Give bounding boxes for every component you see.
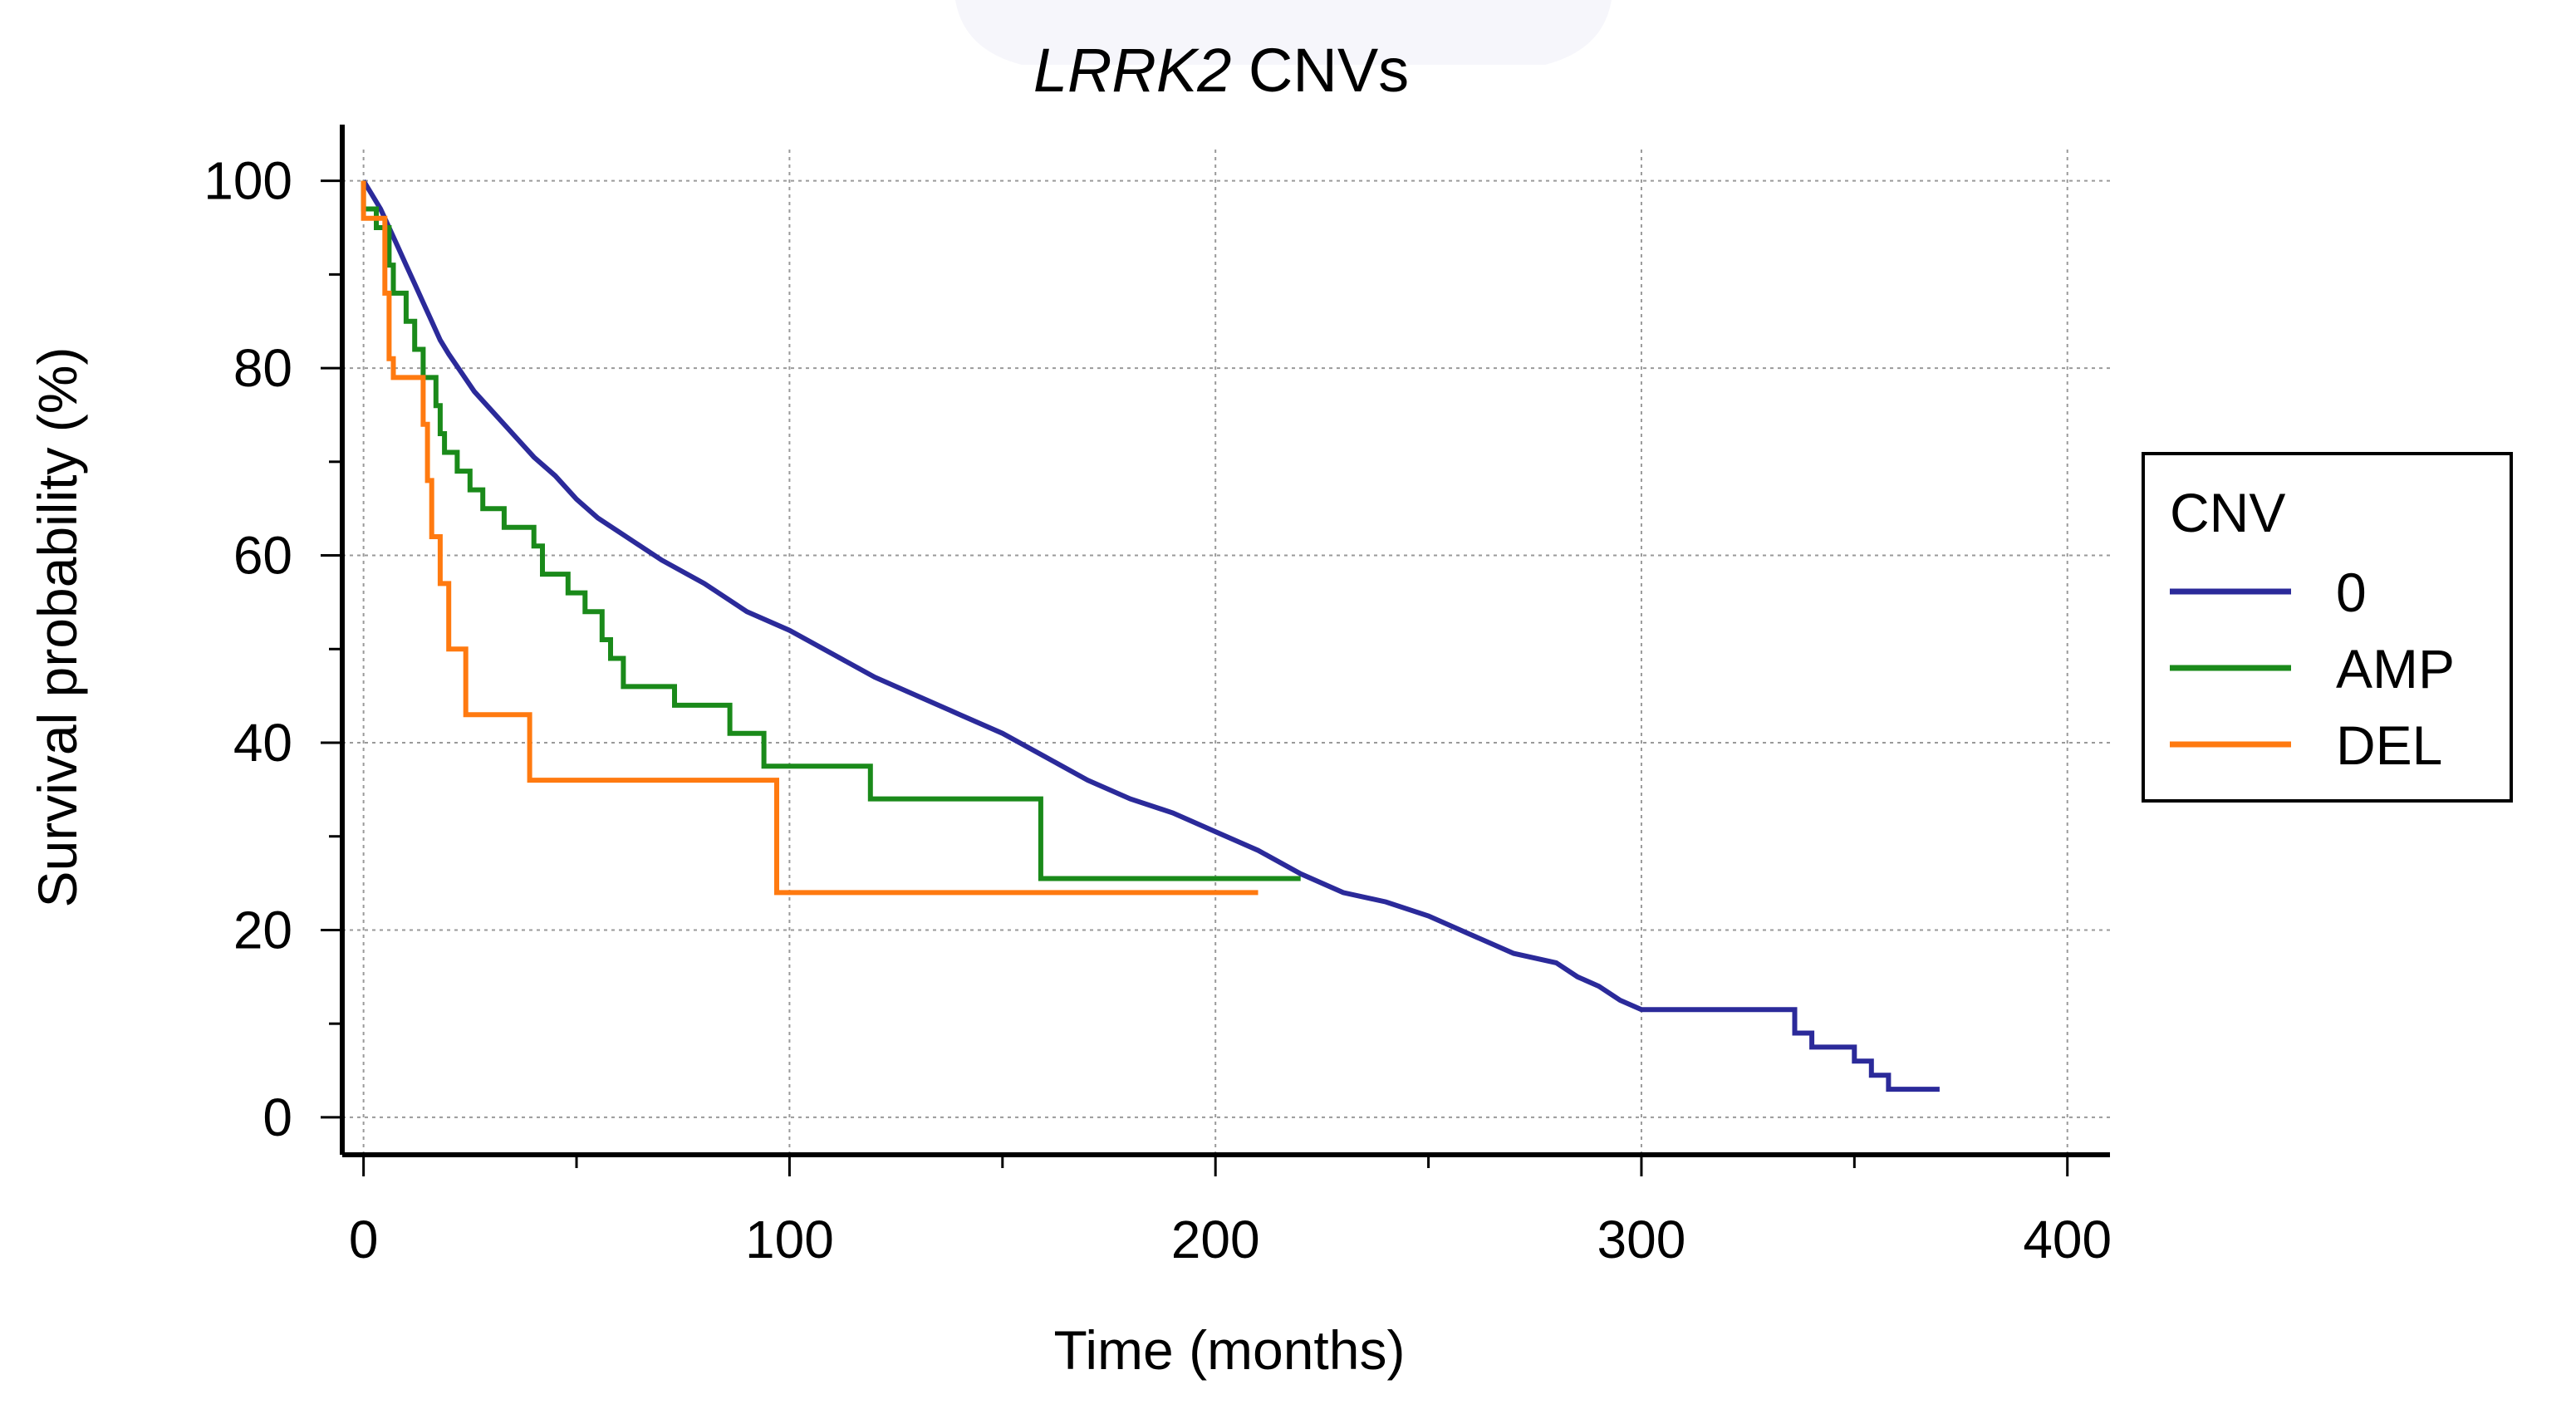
grid: [342, 150, 2110, 1155]
y-tick-label: 0: [263, 1087, 292, 1147]
series-line-amp: [361, 180, 1301, 881]
legend-items: 0 AMP DEL: [2170, 562, 2455, 776]
chart-title: LRRK2 CNVs: [1033, 36, 1409, 105]
y-tick-label: 40: [233, 713, 292, 773]
chart-title-gene: LRRK2: [1033, 36, 1232, 105]
legend-label: 0: [2336, 562, 2367, 623]
series-layer: [361, 179, 1940, 1092]
legend-title: CNV: [2170, 482, 2285, 543]
x-tick-label: 0: [349, 1210, 379, 1269]
x-tick-label: 200: [1171, 1210, 1260, 1269]
legend-label: AMP: [2336, 638, 2455, 700]
legend: CNV 0 AMP DEL: [2142, 452, 2513, 803]
y-tick-label: 20: [233, 900, 292, 960]
y-axis-title: Survival probability (%): [27, 347, 88, 908]
x-tick-label: 300: [1597, 1210, 1686, 1269]
background-shape: [955, 0, 1612, 65]
x-tick-label: 100: [745, 1210, 834, 1269]
series-line-del: [361, 180, 1259, 896]
y-tick-label: 60: [233, 526, 292, 586]
y-tick-label: 100: [204, 151, 292, 211]
legend-label: DEL: [2336, 714, 2442, 776]
axes: [340, 125, 2110, 1157]
ticks: 0 100 200 300 400 0 20 40 60 80 100: [204, 151, 2112, 1269]
x-axis-title: Time (months): [1054, 1319, 1406, 1381]
x-tick-label: 400: [2023, 1210, 2112, 1269]
chart-title-rest: CNVs: [1231, 36, 1409, 105]
y-tick-label: 80: [233, 338, 292, 398]
series-line-0: [361, 179, 1940, 1092]
